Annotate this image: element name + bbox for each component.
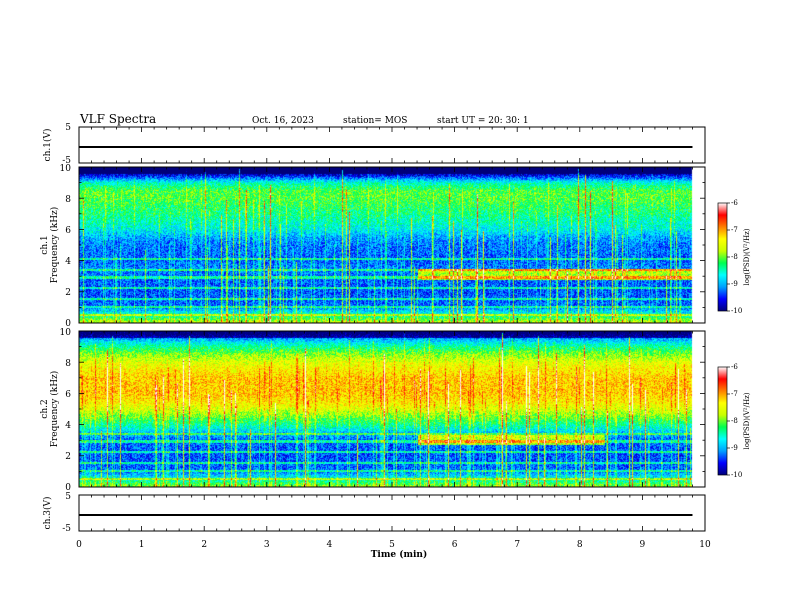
time-tick-label: 3 xyxy=(264,540,270,550)
colorbar-ch1-label: log(PSD)(V²/Hz) xyxy=(743,228,751,285)
time-tick-label: 1 xyxy=(139,540,145,550)
ch2-freq-tick-0: 0 xyxy=(65,483,71,493)
date-label: Oct. 16, 2023 xyxy=(252,116,314,126)
ch1-wave-ylabel: ch.1(V) xyxy=(42,129,53,162)
colorbar-ch2: -6 -7 -8 -9 -10 log(PSD)(V²/Hz) xyxy=(717,363,751,479)
colorbar-ch1-tick-m10: -10 xyxy=(731,307,742,315)
time-axis-tick-labels: 0 1 2 3 4 5 6 7 8 9 10 xyxy=(76,540,711,550)
ch1-waveform-ticks xyxy=(78,127,706,163)
time-tick-label: 2 xyxy=(201,540,207,550)
ch2-freq-tick-4: 4 xyxy=(65,421,71,431)
ch1-freq-tick-2: 2 xyxy=(65,288,71,298)
ch2-spectrogram-panel: 10 8 6 4 2 0 ch.2 Frequency (kHz) xyxy=(40,328,706,493)
ch1-spectrogram-image xyxy=(79,167,705,323)
colorbar-ch1-tick-m6: -6 xyxy=(731,199,738,207)
colorbar-ch2-tick-m7: -7 xyxy=(731,390,738,398)
time-tick-label: 10 xyxy=(699,540,711,550)
ch2-freq-ylabel: Frequency (kHz) xyxy=(49,371,60,448)
colorbar-ch2-gradient xyxy=(718,367,727,475)
station-label: station= MOS xyxy=(343,116,407,126)
ch1-waveform-panel: 5 -5 ch.1(V) xyxy=(42,123,706,166)
colorbar-ch2-tick-m10: -10 xyxy=(731,471,742,479)
colorbar-ch2-tick-m9: -9 xyxy=(731,444,738,452)
ch3-waveform-frame xyxy=(78,494,706,532)
time-tick-label: 4 xyxy=(327,540,333,550)
colorbar-ch1-gradient xyxy=(718,203,727,311)
ch3-waveform-ticks xyxy=(78,495,706,531)
ch1-wave-tick-bottom: -5 xyxy=(62,156,71,166)
colorbar-ch2-tick-m8: -8 xyxy=(731,417,738,425)
ch2-freq-tick-8: 8 xyxy=(65,359,71,369)
ch2-spectrogram-ticks xyxy=(78,330,706,488)
ch1-freq-tick-8: 8 xyxy=(65,195,71,205)
ch1-channel-label: ch.1 xyxy=(40,235,50,254)
ch1-freq-tick-6: 6 xyxy=(65,226,71,236)
ch2-freq-tick-2: 2 xyxy=(65,452,71,462)
ch1-freq-tick-0: 0 xyxy=(65,319,71,329)
ch2-channel-label: ch.2 xyxy=(40,399,50,418)
ch1-wave-tick-top: 5 xyxy=(65,123,71,133)
colorbar-ch1-tick-m8: -8 xyxy=(731,253,738,261)
colorbar-ch2-label: log(PSD)(V²/Hz) xyxy=(743,392,751,449)
ch2-freq-tick-10: 10 xyxy=(60,328,72,338)
ch1-freq-ylabel: Frequency (kHz) xyxy=(49,207,60,284)
ch1-spectrogram-panel: 10 8 6 4 2 0 ch.1 Frequency (kHz) xyxy=(40,164,706,329)
ch2-freq-tick-6: 6 xyxy=(65,390,71,400)
time-tick-label: 5 xyxy=(389,540,395,550)
figure-title: VLF Spectra xyxy=(79,112,156,126)
colorbar-ch2-tick-m6: -6 xyxy=(731,363,738,371)
time-tick-label: 0 xyxy=(76,540,82,550)
time-tick-label: 9 xyxy=(640,540,646,550)
ch1-waveform-frame xyxy=(78,126,706,164)
time-tick-label: 6 xyxy=(452,540,458,550)
ch2-spectrogram-image xyxy=(79,331,705,487)
ch3-wave-tick-bottom: -5 xyxy=(62,524,71,534)
ch3-wave-tick-top: 5 xyxy=(65,492,71,502)
ch1-freq-tick-10: 10 xyxy=(60,164,72,174)
colorbar-ch1: -6 -7 -8 -9 -10 log(PSD)(V²/Hz) xyxy=(717,199,751,315)
ch3-waveform-panel: 5 -5 ch.3(V) xyxy=(42,492,706,534)
ch1-freq-tick-4: 4 xyxy=(65,257,71,267)
colorbar-ch1-tick-m7: -7 xyxy=(731,226,738,234)
colorbar-ch1-tick-m9: -9 xyxy=(731,280,738,288)
time-tick-label: 8 xyxy=(577,540,583,550)
ch3-wave-ylabel: ch.3(V) xyxy=(42,497,53,530)
time-axis-label: Time (min) xyxy=(371,549,428,560)
time-tick-label: 7 xyxy=(514,540,520,550)
start-ut-label: start UT = 20: 30: 1 xyxy=(437,116,529,126)
ch1-spectrogram-ticks xyxy=(78,166,706,324)
